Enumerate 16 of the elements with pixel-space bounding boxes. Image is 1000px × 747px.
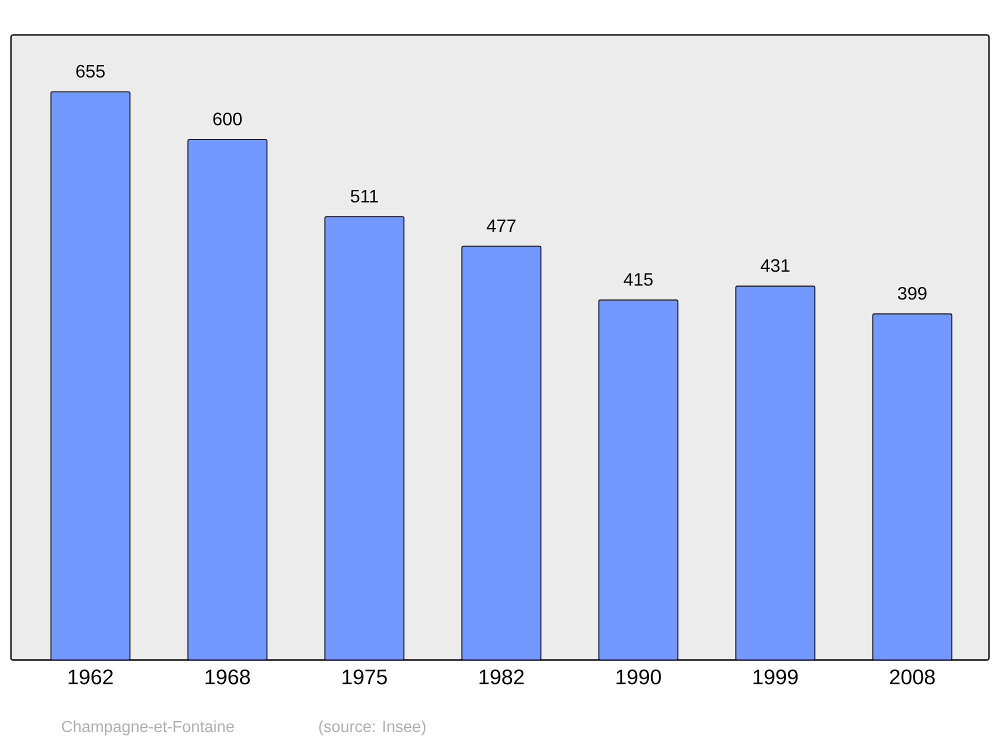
x-tick-label: 2008 (890, 670, 935, 684)
x-tick-label: 1982 (480, 670, 524, 684)
text: (source: Insee) (319, 720, 426, 736)
data-label: 655 (76, 64, 105, 78)
x-tick-label: 1962 (68, 670, 113, 684)
data-label: 399 (898, 286, 926, 300)
data-label: 431 (760, 259, 790, 272)
data-label: 600 (213, 112, 242, 126)
data-label: 477 (486, 220, 516, 232)
text: Champagne-et-Fontaine (62, 720, 234, 736)
x-tick-label: 1999 (754, 670, 798, 684)
data-label: 415 (624, 273, 653, 286)
data-label: 511 (350, 190, 378, 203)
x-tick-label: 1968 (206, 670, 250, 684)
x-tick-label: 1990 (616, 670, 661, 684)
x-tick-label: 1975 (342, 670, 387, 684)
